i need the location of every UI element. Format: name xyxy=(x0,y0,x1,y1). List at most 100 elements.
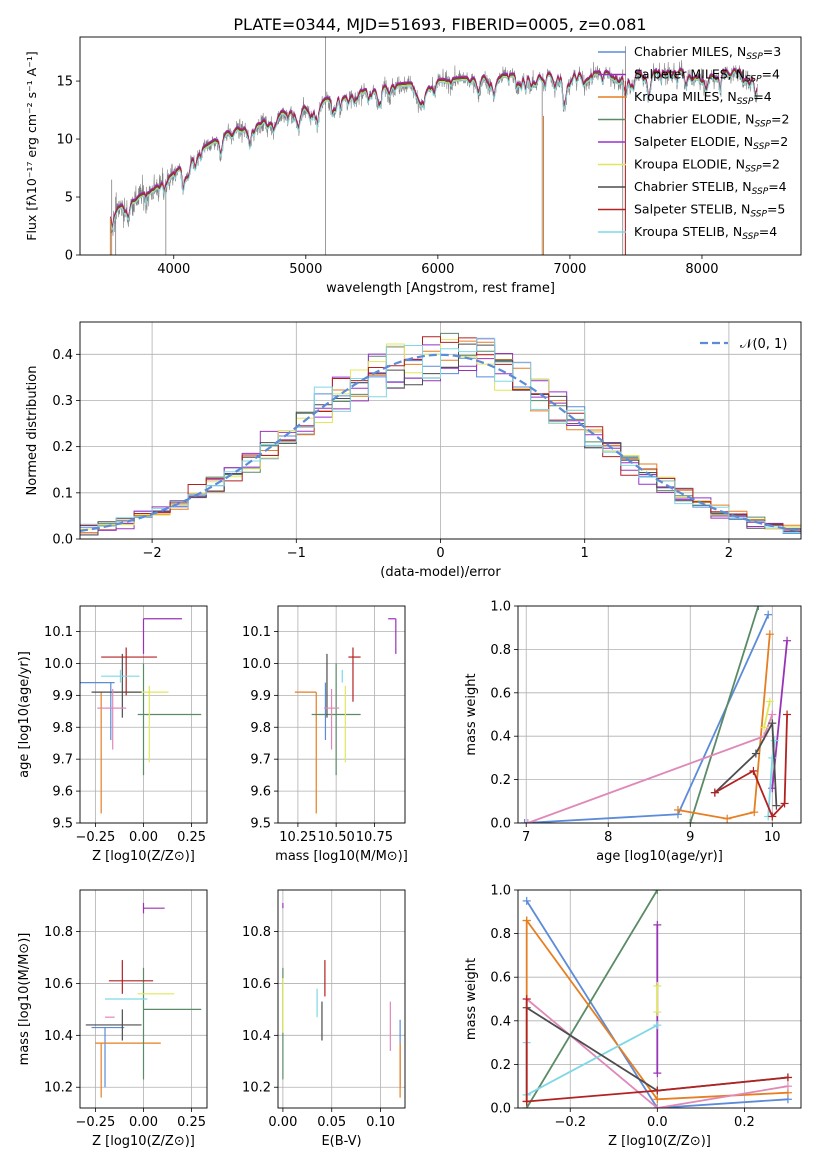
residuals-legend: 𝒩(0, 1) xyxy=(700,337,787,352)
model-spectrum-line xyxy=(109,71,758,231)
age-vs-Z-frame xyxy=(79,605,208,824)
y-tick-label: 10.4 xyxy=(44,1029,73,1044)
x-axis-label: wavelength [Angstrom, rest frame] xyxy=(326,281,555,296)
legend-entry: Salpeter STELIB, NSSP=5 xyxy=(634,202,785,220)
x-tick-label: 0.0 xyxy=(647,1115,668,1130)
y-tick-label: 0.0 xyxy=(490,1102,511,1117)
x-tick-label: −0.25 xyxy=(75,1115,115,1130)
y-axis-label: mass weight xyxy=(464,673,479,755)
y-tick-label: 0 xyxy=(65,249,73,264)
mass-weight-line xyxy=(525,900,788,1108)
x-tick-label: −2 xyxy=(143,546,162,561)
x-axis-label: Z [log10(Z/Z⊙)] xyxy=(92,849,195,864)
y-tick-label: 0.0 xyxy=(52,533,73,548)
legend-entry: Salpeter ELODIE, NSSP=2 xyxy=(634,134,788,152)
x-tick-label: 7000 xyxy=(553,262,586,277)
legend-entry: Kroupa STELIB, NSSP=4 xyxy=(634,224,777,242)
y-tick-label: 0.4 xyxy=(490,1014,511,1029)
legend-entry: Kroupa MILES, NSSP=4 xyxy=(634,89,772,107)
legend-entry: Chabrier STELIB, NSSP=4 xyxy=(634,179,787,197)
x-tick-label: 9 xyxy=(686,830,694,845)
y-tick-label: 10.1 xyxy=(242,625,271,640)
mass-weight-line xyxy=(763,701,771,728)
legend-entry: Chabrier ELODIE, NSSP=2 xyxy=(634,112,789,130)
x-tick-label: 6000 xyxy=(421,262,454,277)
y-tick-label: 0.2 xyxy=(490,773,511,788)
x-tick-label: 7 xyxy=(522,830,530,845)
normal-reference-curve xyxy=(80,353,801,532)
x-tick-label: 2 xyxy=(725,546,733,561)
y-tick-label: 9.8 xyxy=(250,721,271,736)
mass-vs-Z-frame xyxy=(79,889,208,1109)
x-tick-label: 10 xyxy=(764,830,781,845)
y-tick-label: 0.4 xyxy=(52,348,73,363)
mass-weight-line xyxy=(526,1024,658,1096)
residual-histograms xyxy=(80,332,801,536)
y-tick-label: 0.0 xyxy=(490,817,511,832)
spectrum-lines xyxy=(109,37,758,255)
y-tick-label: 10.1 xyxy=(44,625,73,640)
x-tick-label: −0.25 xyxy=(75,830,115,845)
y-tick-label: 10.0 xyxy=(242,657,271,672)
y-tick-label: 1.0 xyxy=(490,884,511,899)
x-tick-label: 0.25 xyxy=(177,1115,206,1130)
x-tick-label: 10.25 xyxy=(279,830,316,845)
residuals-frame xyxy=(79,321,802,540)
x-tick-label: 0.00 xyxy=(129,1115,158,1130)
errorbars-age-vs-mass xyxy=(294,618,397,814)
mass-weight-vs-Z-frame xyxy=(517,889,802,1109)
legend-entry: Chabrier MILES, NSSP=3 xyxy=(634,44,781,62)
y-tick-label: 0.3 xyxy=(52,394,73,409)
errorbars-age-vs-Z xyxy=(80,618,202,814)
y-axis-label: Normed distribution xyxy=(25,366,40,496)
legend-entry: 𝒩(0, 1) xyxy=(740,337,787,352)
x-tick-label: 8 xyxy=(604,830,612,845)
x-tick-label: 0 xyxy=(436,546,444,561)
y-tick-label: 1.0 xyxy=(490,600,511,615)
x-tick-label: −1 xyxy=(287,546,306,561)
x-axis-label: E(B-V) xyxy=(321,1134,361,1149)
y-tick-label: 0.1 xyxy=(52,486,73,501)
y-tick-label: 10 xyxy=(56,133,73,148)
errorbars-mass-vs-Z xyxy=(85,902,202,1098)
y-tick-label: 10.4 xyxy=(242,1029,271,1044)
spectrum-legend: Chabrier MILES, NSSP=3 Salpeter MILES, NS… xyxy=(598,44,789,242)
lines-mass-weight-vs-age xyxy=(520,606,792,823)
y-axis-label: mass [log10(M/M⊙)] xyxy=(17,933,32,1066)
x-tick-label: 10.50 xyxy=(318,830,355,845)
y-tick-label: 0.2 xyxy=(490,1058,511,1073)
legend-entry: Kroupa ELODIE, NSSP=2 xyxy=(634,157,780,175)
mass-weight-line xyxy=(689,606,760,823)
x-tick-label: 0.2 xyxy=(734,1115,755,1130)
mass-weight-vs-age-frame xyxy=(517,605,802,824)
y-tick-label: 10.6 xyxy=(242,977,271,992)
y-tick-label: 10.8 xyxy=(44,925,73,940)
x-tick-label: 0.25 xyxy=(177,830,206,845)
y-tick-label: 10.6 xyxy=(44,977,73,992)
mass-weight-line xyxy=(714,719,778,806)
x-tick-label: 4000 xyxy=(157,262,190,277)
legend-entry: Salpeter MILES, NSSP=4 xyxy=(634,67,780,85)
axes-mass-vs-Z: −0.25 0.00 0.25 10.2 10.4 10.6 10.8 xyxy=(44,890,207,1130)
y-tick-label: 0.4 xyxy=(490,730,511,745)
y-tick-label: 0.8 xyxy=(490,643,511,658)
y-tick-label: 0.8 xyxy=(490,927,511,942)
y-tick-label: 0.6 xyxy=(490,686,511,701)
x-tick-label: 10.75 xyxy=(356,830,393,845)
y-tick-label: 10.0 xyxy=(44,657,73,672)
mass-vs-EBV-frame xyxy=(277,889,406,1109)
x-tick-label: 0.00 xyxy=(268,1115,297,1130)
y-tick-label: 15 xyxy=(56,75,73,90)
x-tick-label: 1 xyxy=(581,546,589,561)
x-axis-label: Z [log10(Z/Z⊙)] xyxy=(92,1134,195,1149)
y-tick-label: 9.8 xyxy=(52,721,73,736)
axes-mass-weight-vs-Z: −0.2 0.0 0.2 0.0 0.2 0.4 0.6 0.8 1.0 xyxy=(490,884,801,1130)
y-axis-label: Flux [fλ10⁻¹⁷ erg cm⁻² s⁻¹ A⁻¹] xyxy=(24,51,39,240)
x-tick-label: 0.10 xyxy=(366,1115,395,1130)
age-vs-mass-frame xyxy=(277,605,406,824)
y-tick-label: 10.2 xyxy=(242,1081,271,1096)
axes-age-vs-mass: 10.25 10.50 10.75 9.5 9.6 9.7 9.8 9.9 10.0 10.1 xyxy=(242,606,405,845)
model-spectrum-line xyxy=(109,68,758,228)
y-tick-label: 9.9 xyxy=(52,689,73,704)
